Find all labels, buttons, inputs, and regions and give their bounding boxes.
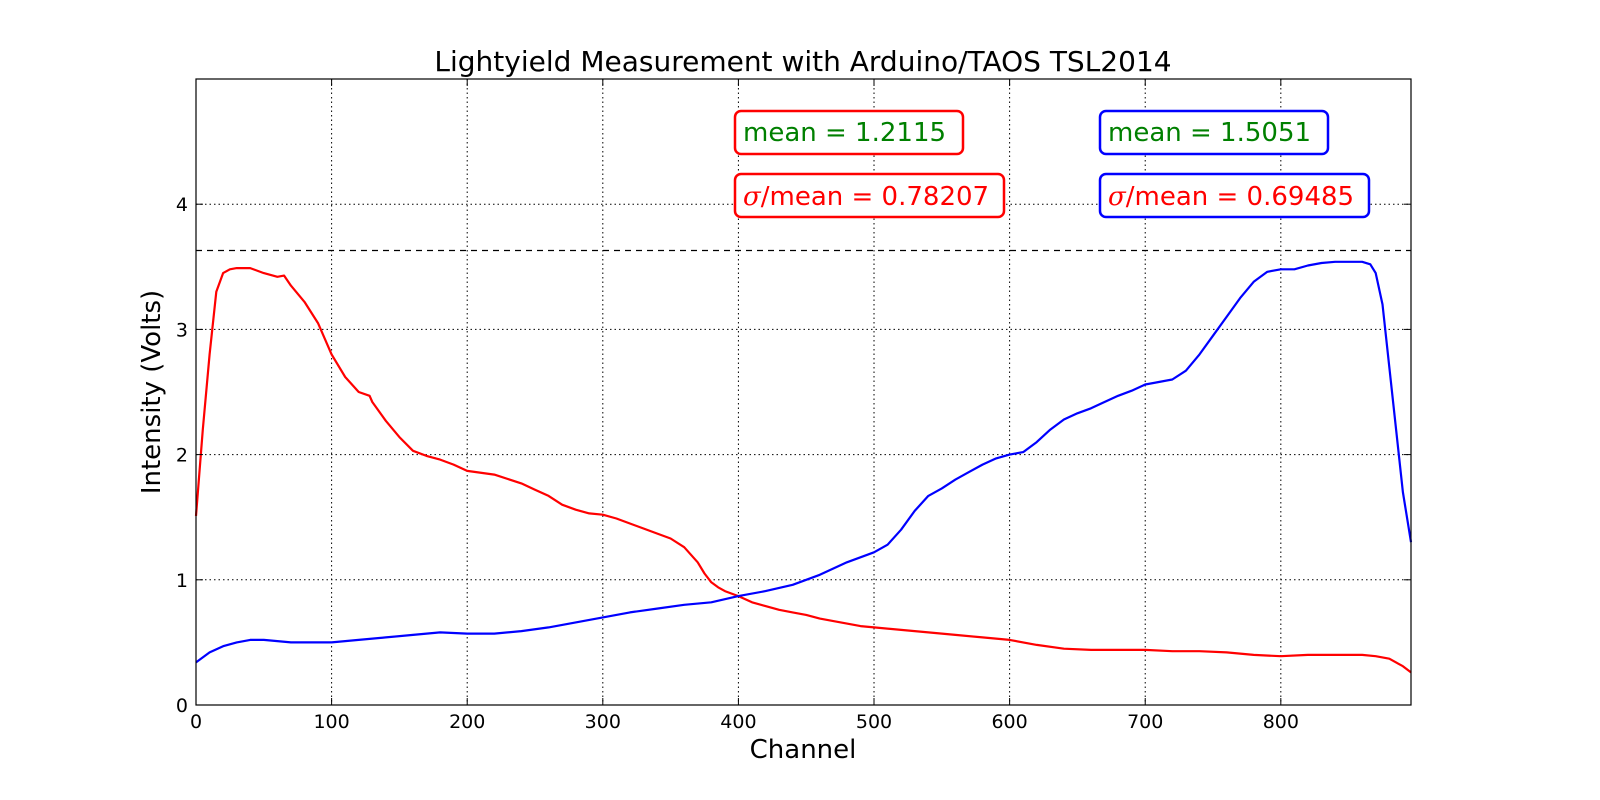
x-tick-label: 200 xyxy=(449,711,485,733)
annotation-blue-mean-text: mean = 1.5051 xyxy=(1108,118,1311,148)
annotation-red-cv-box xyxy=(733,172,1006,219)
annotation-red-mean-text: mean = 1.2115 xyxy=(743,118,946,148)
y-tick-label: 0 xyxy=(176,695,188,717)
series-layer xyxy=(194,260,1413,674)
y-axis-label: Intensity (Volts) xyxy=(137,290,167,494)
annotation-red-mean-box xyxy=(733,109,965,156)
x-tick-label: 100 xyxy=(313,711,349,733)
x-tick-label: 600 xyxy=(991,711,1027,733)
annotation-blue-cv-box xyxy=(1098,172,1371,219)
y-tick-label: 1 xyxy=(176,570,188,592)
tick-labels: 0 100 200 300 400 500 600 700 800 0 1 2 3 4 xyxy=(176,194,1299,733)
annotation-blue-mean: mean = 1.5051 xyxy=(1098,109,1330,156)
x-axis-label: Channel xyxy=(750,735,857,765)
y-tick-label: 4 xyxy=(176,194,188,216)
x-tick-label: 300 xyxy=(585,711,621,733)
y-tick-label: 3 xyxy=(176,319,188,341)
annotation-blue-cv-text: σ/mean = 0.69485 xyxy=(1108,182,1354,212)
annotation-red-cv-text: σ/mean = 0.78207 xyxy=(743,182,989,212)
plot-frame xyxy=(195,78,1412,706)
annotation-red-cv-value: /mean = 0.78207 xyxy=(761,182,989,212)
series-line-red xyxy=(194,267,1412,674)
annotation-blue-cv-value: /mean = 0.69485 xyxy=(1126,182,1354,212)
annotation-red-cv: σ/mean = 0.78207 xyxy=(733,172,1006,219)
x-tick-label: 400 xyxy=(720,711,756,733)
x-tick-label: 500 xyxy=(856,711,892,733)
x-tick-label: 0 xyxy=(190,711,202,733)
chart-title: Lightyield Measurement with Arduino/TAOS… xyxy=(434,45,1171,78)
x-tick-label: 700 xyxy=(1127,711,1163,733)
annotation-blue-cv: σ/mean = 0.69485 xyxy=(1098,172,1371,219)
axis-ticks xyxy=(195,79,1411,706)
annotation-blue-mean-box xyxy=(1098,109,1330,156)
sigma-symbol: σ xyxy=(1108,182,1127,212)
sigma-symbol: σ xyxy=(743,182,762,212)
y-tick-label: 2 xyxy=(176,445,188,467)
series-line-blue xyxy=(195,260,1413,664)
annotation-red-mean: mean = 1.2115 xyxy=(733,109,965,156)
x-tick-label: 800 xyxy=(1263,711,1299,733)
